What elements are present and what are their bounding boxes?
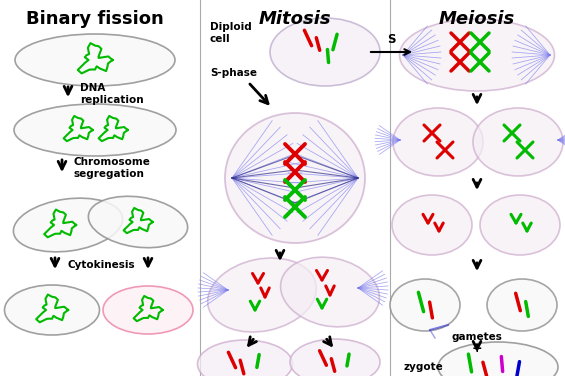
Ellipse shape	[399, 19, 554, 91]
Text: +: +	[472, 343, 483, 355]
Ellipse shape	[281, 257, 380, 327]
Ellipse shape	[14, 104, 176, 156]
Text: Cytokinesis: Cytokinesis	[67, 260, 134, 270]
Ellipse shape	[14, 198, 123, 252]
Text: DNA
replication: DNA replication	[80, 83, 144, 105]
Text: Meiosis: Meiosis	[439, 10, 515, 28]
Text: Diploid
cell: Diploid cell	[210, 22, 252, 44]
Ellipse shape	[5, 285, 99, 335]
Ellipse shape	[438, 342, 558, 376]
Text: Chromosome
segregation: Chromosome segregation	[73, 157, 150, 179]
Text: Mitosis: Mitosis	[259, 10, 331, 28]
Ellipse shape	[390, 279, 460, 331]
Ellipse shape	[290, 339, 380, 376]
Text: zygote: zygote	[403, 362, 443, 372]
Ellipse shape	[225, 113, 365, 243]
Text: S-phase: S-phase	[210, 68, 257, 78]
Ellipse shape	[270, 18, 380, 86]
Ellipse shape	[480, 195, 560, 255]
Ellipse shape	[208, 258, 316, 332]
Ellipse shape	[393, 108, 483, 176]
Ellipse shape	[88, 196, 188, 248]
Ellipse shape	[198, 340, 293, 376]
Ellipse shape	[487, 279, 557, 331]
Ellipse shape	[15, 34, 175, 86]
Text: gametes: gametes	[451, 332, 502, 342]
Text: S: S	[387, 33, 396, 46]
Text: Binary fission: Binary fission	[26, 10, 164, 28]
Ellipse shape	[103, 286, 193, 334]
Ellipse shape	[392, 195, 472, 255]
Ellipse shape	[473, 108, 563, 176]
